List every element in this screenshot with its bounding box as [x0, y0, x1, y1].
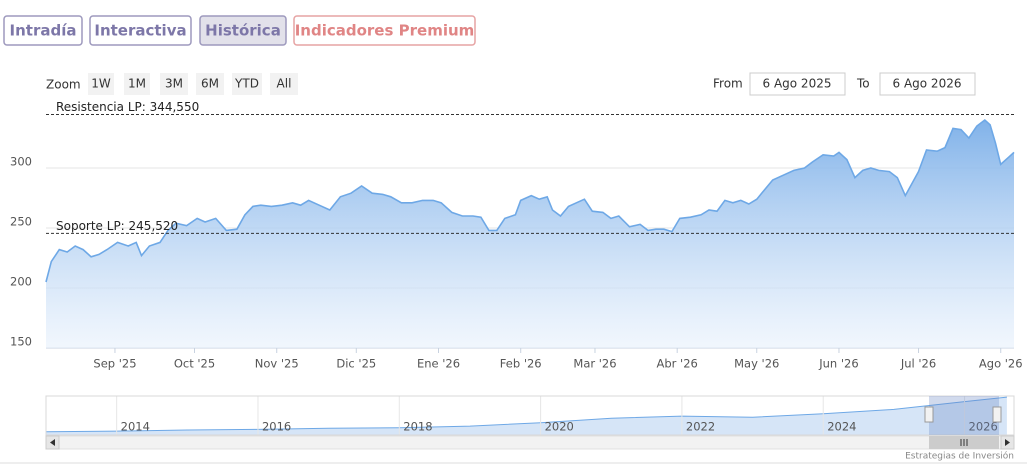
x-tick-label: Oct '25 [174, 357, 215, 371]
navigator-handle[interactable] [924, 406, 934, 423]
y-tick-label: 200 [10, 275, 32, 289]
y-tick-label: 300 [10, 155, 32, 169]
y-tick-label: 150 [10, 335, 32, 349]
zoom-label: Zoom [46, 78, 81, 92]
x-tick-label: Jul '26 [900, 357, 936, 371]
zoom-button[interactable] [232, 73, 262, 95]
plot-line-label: Soporte LP: 245,520 [56, 219, 178, 233]
zoom-button-label[interactable]: YTD [234, 77, 259, 91]
navigator-tick-label: 2016 [262, 420, 291, 434]
navigator-tick-label: 2020 [545, 420, 574, 434]
tab[interactable] [3, 15, 83, 46]
x-tick-label: May '26 [734, 357, 779, 371]
x-tick-label: Sep '25 [93, 357, 136, 371]
to-label: To [856, 77, 870, 91]
x-tick-label: Jun '26 [818, 357, 858, 371]
scroll-left-arrow [50, 439, 55, 446]
to-input[interactable] [879, 72, 976, 96]
scrollbar-track [45, 435, 1015, 450]
zoom-button-label[interactable]: 1W [91, 77, 111, 91]
navigator-handle[interactable] [992, 406, 1002, 423]
from-value[interactable]: 6 Ago 2025 [763, 77, 832, 91]
navigator-tick-label: 2018 [403, 420, 432, 434]
navigator-area [46, 397, 1007, 435]
navigator-tick-label: 2026 [969, 420, 998, 434]
credits: Estrategias de Inversión [905, 451, 1014, 462]
x-tick-label: Feb '26 [500, 357, 542, 371]
navigator-window[interactable] [929, 396, 999, 435]
navigator-tick-label: 2014 [121, 420, 150, 434]
from-label: From [713, 77, 743, 91]
tab[interactable] [89, 15, 192, 46]
from-input[interactable] [749, 72, 846, 96]
zoom-button[interactable] [124, 73, 150, 95]
tab-label[interactable]: Intradía [10, 22, 77, 40]
zoom-button[interactable] [196, 73, 224, 95]
x-tick-label: Mar '26 [573, 357, 616, 371]
x-tick-label: Nov '25 [255, 357, 299, 371]
zoom-button-label[interactable]: 1M [128, 77, 146, 91]
to-value[interactable]: 6 Ago 2026 [893, 77, 962, 91]
zoom-button-label[interactable]: 6M [201, 77, 219, 91]
zoom-button[interactable] [88, 73, 114, 95]
zoom-button[interactable] [270, 73, 298, 95]
x-tick-label: Ene '26 [417, 357, 460, 371]
price-area [46, 120, 1014, 348]
tab-label[interactable]: Indicadores Premium [295, 22, 475, 40]
navigator-frame [45, 395, 1015, 436]
navigator-tick-label: 2024 [827, 420, 856, 434]
x-tick-label: Dic '25 [336, 357, 376, 371]
navigator-tick-label: 2022 [686, 420, 715, 434]
y-tick-label: 250 [10, 215, 32, 229]
tab[interactable] [199, 15, 287, 46]
zoom-button-label[interactable]: All [277, 77, 292, 91]
x-tick-label: Ago '26 [979, 357, 1023, 371]
zoom-button-label[interactable]: 3M [165, 77, 183, 91]
tab[interactable] [293, 15, 476, 46]
scroll-right-arrow [1005, 439, 1010, 446]
zoom-button[interactable] [160, 73, 188, 95]
tab-label[interactable]: Interactiva [94, 22, 186, 40]
plot-line-label: Resistencia LP: 344,550 [56, 100, 199, 114]
price-line [45, 118, 1015, 283]
x-tick-label: Abr '26 [657, 357, 698, 371]
tab-label[interactable]: Histórica [205, 22, 281, 40]
